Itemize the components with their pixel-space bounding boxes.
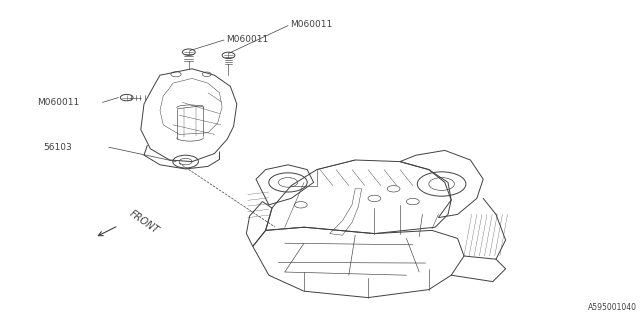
Text: M060011: M060011	[37, 98, 79, 107]
Text: A595001040: A595001040	[588, 303, 637, 312]
Text: M060011: M060011	[226, 35, 268, 44]
Text: 56103: 56103	[44, 143, 72, 152]
Text: FRONT: FRONT	[128, 208, 161, 236]
Text: M060011: M060011	[290, 20, 332, 29]
